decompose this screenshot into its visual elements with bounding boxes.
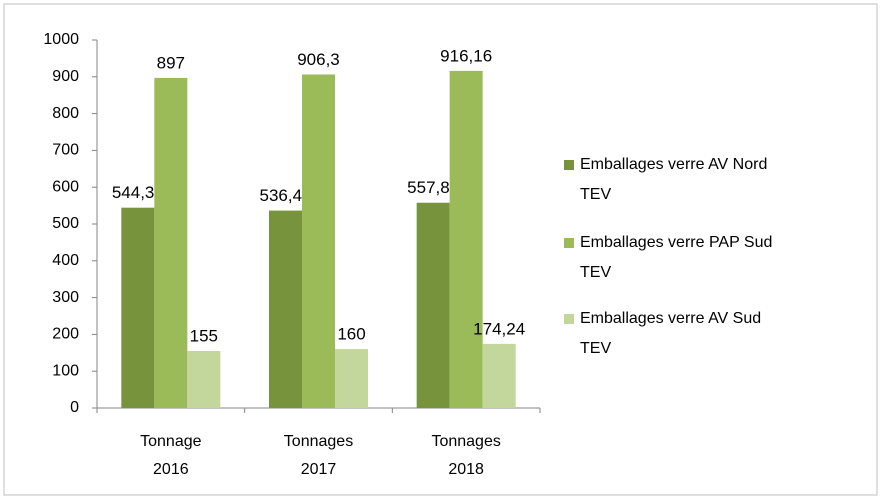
y-tick-label: 300 bbox=[52, 289, 79, 306]
legend-swatch bbox=[564, 160, 574, 170]
legend-swatch bbox=[564, 238, 574, 248]
bar bbox=[121, 207, 155, 408]
legend-label: Emballages verre AV Nord TEV bbox=[580, 156, 768, 203]
bar bbox=[335, 349, 368, 408]
y-tick-label: 400 bbox=[52, 252, 79, 269]
y-tick-label: 100 bbox=[52, 362, 79, 379]
data-label: 536,44 bbox=[260, 186, 312, 205]
y-tick-label: 200 bbox=[52, 326, 79, 343]
data-label: 174,24 bbox=[473, 319, 525, 338]
y-tick-label: 900 bbox=[52, 68, 79, 85]
legend-label: Emballages verre PAP Sud TEV bbox=[580, 234, 773, 281]
bar bbox=[187, 350, 221, 408]
y-tick-label: 700 bbox=[52, 142, 79, 159]
bar bbox=[269, 210, 302, 408]
data-label: 544,32 bbox=[112, 183, 164, 202]
x-tick-label: Tonnage 2016 bbox=[140, 433, 202, 478]
bar bbox=[449, 70, 483, 408]
x-tick-label: Tonnages 2018 bbox=[431, 433, 501, 478]
bar bbox=[416, 202, 450, 408]
bar bbox=[302, 74, 335, 408]
y-tick-label: 500 bbox=[52, 215, 79, 232]
y-tick-label: 800 bbox=[52, 105, 79, 122]
y-tick-label: 0 bbox=[70, 399, 79, 416]
y-tick-label: 1000 bbox=[43, 31, 79, 48]
legend-swatch bbox=[564, 314, 574, 324]
x-tick-label: Tonnages 2017 bbox=[283, 433, 354, 478]
data-label: 557,82 bbox=[407, 178, 459, 197]
data-label: 906,3 bbox=[297, 50, 340, 69]
data-label: 160 bbox=[337, 325, 365, 344]
data-label: 155 bbox=[190, 326, 218, 345]
data-label: 916,16 bbox=[440, 46, 492, 65]
legend-label: Emballages verre AV Sud TEV bbox=[580, 310, 762, 357]
bar bbox=[154, 77, 188, 409]
data-label: 897 bbox=[157, 53, 185, 72]
bar bbox=[482, 343, 516, 408]
y-tick-label: 600 bbox=[52, 178, 79, 195]
